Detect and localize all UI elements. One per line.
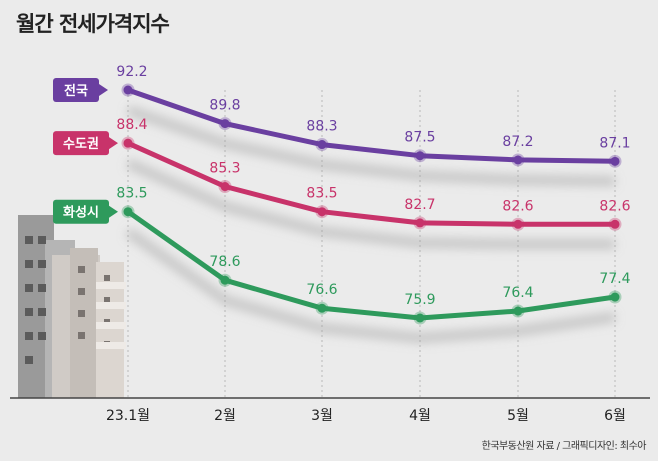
series-name-1: 수도권	[63, 137, 99, 152]
data-point-1-3	[415, 218, 425, 228]
x-tick-label-4: 5월	[507, 408, 529, 424]
data-label-0-5: 87.1	[599, 135, 630, 151]
data-label-0-4: 87.2	[502, 134, 533, 150]
data-label-0-2: 88.3	[306, 119, 337, 135]
data-label-1-1: 85.3	[209, 161, 240, 177]
data-point-2-3	[415, 313, 425, 323]
series-shadow-1	[125, 158, 615, 250]
data-point-0-0	[123, 85, 133, 95]
data-label-2-5: 77.4	[599, 271, 630, 287]
data-point-1-5	[610, 219, 620, 229]
data-point-2-2	[317, 303, 327, 313]
data-label-1-2: 83.5	[306, 186, 337, 202]
series-line-0	[125, 87, 618, 164]
data-point-0-1	[220, 119, 230, 129]
x-tick-label-1: 2월	[214, 408, 236, 424]
series-line-1	[125, 140, 618, 227]
chart-title: 월간 전세가격지수	[16, 12, 170, 36]
data-label-1-0: 88.4	[116, 117, 147, 133]
series-shadow-2	[125, 227, 616, 343]
x-tick-label-3: 4월	[409, 408, 431, 424]
data-point-0-4	[513, 155, 523, 165]
building-illustration	[18, 215, 126, 398]
series-tag-2: 화성시	[53, 199, 118, 224]
x-tick-label-2: 3월	[311, 408, 333, 424]
series-name-2: 화성시	[63, 205, 99, 221]
data-point-0-3	[415, 151, 425, 161]
data-point-2-1	[220, 275, 230, 285]
data-point-2-4	[513, 306, 523, 316]
data-label-0-0: 92.2	[116, 64, 147, 80]
data-label-2-4: 76.4	[502, 285, 533, 301]
data-point-0-5	[610, 156, 620, 166]
series-line-2	[125, 209, 618, 321]
data-point-2-5	[610, 292, 620, 302]
series-name-0: 전국	[64, 83, 88, 99]
data-point-1-0	[123, 138, 133, 148]
data-point-1-4	[513, 219, 523, 229]
data-label-1-3: 82.7	[404, 197, 435, 213]
data-label-2-3: 75.9	[404, 292, 435, 308]
x-tick-label-5: 6월	[604, 408, 626, 424]
data-point-2-0	[123, 207, 133, 217]
series-tag-0: 전국	[53, 78, 108, 102]
series-shadow-0	[126, 105, 616, 187]
data-label-0-3: 87.5	[404, 130, 435, 146]
data-label-2-2: 76.6	[306, 282, 337, 298]
data-label-2-0: 83.5	[116, 186, 147, 202]
data-label-1-4: 82.6	[502, 198, 533, 214]
series-tag-1: 수도권	[53, 131, 118, 156]
data-label-0-1: 89.8	[209, 98, 240, 114]
x-tick-label-0: 23.1월	[106, 408, 150, 424]
data-label-1-5: 82.6	[599, 198, 630, 214]
data-point-1-2	[317, 207, 327, 217]
data-label-2-1: 78.6	[209, 254, 240, 270]
source-credit: 한국부동산원 자료 / 그래픽디자인: 최수아	[481, 441, 647, 452]
data-point-0-2	[317, 140, 327, 150]
data-point-1-1	[220, 182, 230, 192]
